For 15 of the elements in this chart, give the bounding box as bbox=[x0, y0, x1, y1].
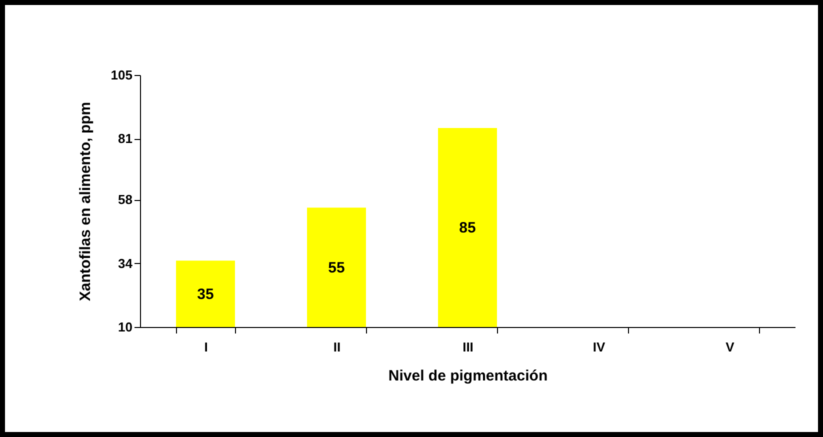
y-tick-label: 58 bbox=[118, 192, 132, 208]
data-label: 35 bbox=[197, 286, 214, 303]
y-tick-label: 10 bbox=[118, 320, 132, 334]
x-tick-label: I bbox=[204, 340, 208, 354]
x-tick-label: III bbox=[462, 340, 474, 354]
y-tick-label: 105 bbox=[110, 68, 132, 82]
data-label: 85 bbox=[459, 220, 476, 237]
y-tick-label: 81 bbox=[118, 131, 132, 146]
y-tick-label: 34 bbox=[118, 256, 134, 271]
x-tick-label: IV bbox=[592, 340, 606, 354]
x-axis-title: Nivel de pigmentación bbox=[388, 368, 548, 384]
data-label: 55 bbox=[328, 259, 345, 276]
y-axis-title: Xantofilas en alimento, ppm bbox=[76, 102, 94, 302]
x-tick-label: V bbox=[726, 340, 735, 354]
x-tick-label: II bbox=[333, 340, 341, 354]
